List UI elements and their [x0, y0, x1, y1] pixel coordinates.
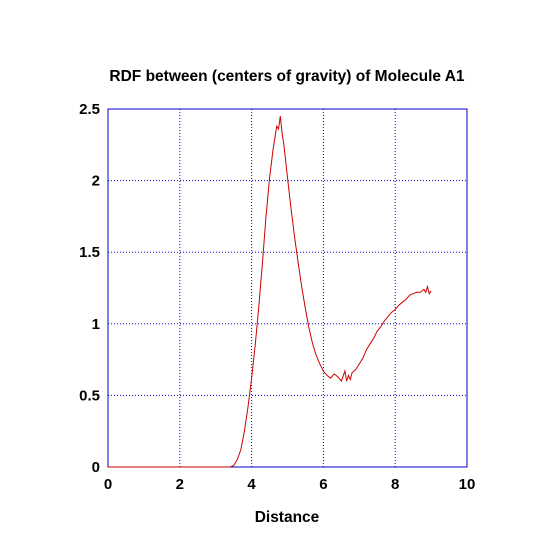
- x-tick-label: 8: [391, 476, 399, 493]
- grid: [108, 109, 467, 467]
- y-axis-ticks: 0 0.5 1 1.5 2 2.5: [79, 101, 100, 476]
- y-tick-label: 1: [92, 316, 100, 333]
- x-axis-ticks: 0 2 4 6 8 10: [104, 476, 476, 493]
- y-tick-label: 2: [92, 173, 100, 190]
- x-tick-label: 0: [104, 476, 112, 493]
- chart-title: RDF between (centers of gravity) of Mole…: [109, 68, 465, 85]
- y-tick-label: 0: [92, 459, 100, 476]
- x-tick-label: 2: [176, 476, 184, 493]
- y-tick-label: 2.5: [79, 101, 100, 118]
- series-line-rdf: [108, 116, 432, 468]
- x-tick-label: 6: [319, 476, 327, 493]
- plot-frame: [107, 108, 468, 468]
- x-axis-label: Distance: [255, 509, 320, 526]
- y-tick-label: 0.5: [79, 387, 100, 404]
- y-tick-label: 1.5: [79, 244, 100, 261]
- x-tick-label: 4: [247, 476, 256, 493]
- x-tick-label: 10: [459, 476, 476, 493]
